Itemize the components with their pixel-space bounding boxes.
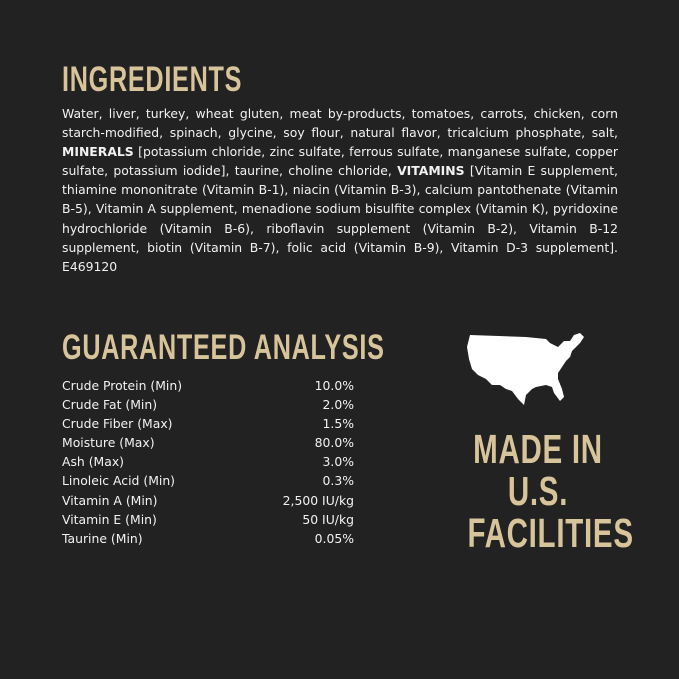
analysis-label: Crude Fat (Min)	[62, 397, 158, 413]
analysis-label: Moisture (Max)	[62, 435, 155, 451]
analysis-row: Vitamin A (Min) 2,500 IU/kg	[62, 491, 354, 510]
analysis-value: 2.0%	[322, 397, 354, 413]
analysis-value: 80.0%	[314, 435, 354, 451]
badge-line: FACILITIES	[467, 510, 634, 556]
usa-map-icon	[467, 333, 584, 405]
minerals-label: MINERALS	[62, 144, 134, 160]
analysis-label: Crude Protein (Min)	[62, 378, 183, 393]
analysis-value: 1.5%	[322, 416, 354, 432]
badge-line: MADE IN	[473, 426, 603, 472]
made-in-us-badge: MADE IN U.S. FACILITIES	[440, 428, 636, 554]
analysis-label: Linoleic Acid (Min)	[62, 473, 176, 489]
analysis-row: Taurine (Min) 0.05%	[62, 529, 354, 548]
analysis-value: 10.0%	[314, 378, 354, 393]
guaranteed-analysis-title: GUARANTEED ANALYSIS	[62, 328, 385, 367]
analysis-row: Moisture (Max) 80.0%	[62, 433, 354, 452]
analysis-row: Crude Protein (Min) 10.0%	[62, 376, 354, 395]
analysis-label: Vitamin A (Min)	[62, 492, 158, 508]
ingredients-text: Water, liver, turkey, wheat gluten, meat…	[62, 106, 618, 274]
analysis-value: 2,500 IU/kg	[282, 492, 354, 508]
analysis-label: Vitamin E (Min)	[62, 511, 157, 527]
analysis-value: 50 IU/kg	[302, 511, 354, 527]
analysis-row: Linoleic Acid (Min) 0.3%	[62, 471, 354, 490]
analysis-row: Crude Fiber (Max) 1.5%	[62, 414, 354, 433]
badge-line: U.S.	[507, 468, 569, 514]
analysis-row: Vitamin E (Min) 50 IU/kg	[62, 510, 354, 529]
analysis-table: Crude Protein (Min) 10.0% Crude Fat (Min) 2…	[62, 376, 354, 548]
analysis-row: Ash (Max) 3.0%	[62, 452, 354, 471]
analysis-row: Crude Fat (Min) 2.0%	[62, 395, 354, 414]
vitamins-label: VITAMINS	[397, 163, 465, 179]
analysis-label: Taurine (Min)	[62, 530, 143, 546]
analysis-label: Crude Fiber (Max)	[62, 416, 173, 432]
analysis-label: Ash (Max)	[62, 454, 125, 470]
analysis-value: 3.0%	[322, 454, 354, 470]
analysis-value: 0.3%	[322, 473, 354, 489]
analysis-value: 0.05%	[314, 530, 354, 546]
ingredients-title: INGREDIENTS	[62, 60, 243, 99]
